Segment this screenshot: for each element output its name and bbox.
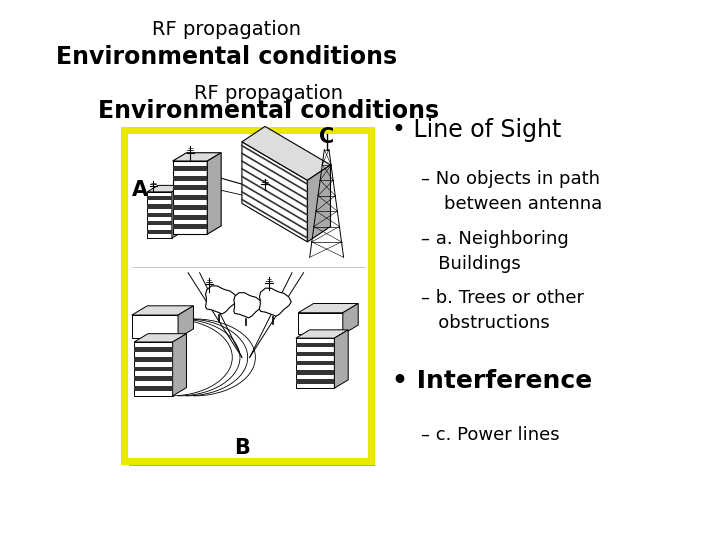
Polygon shape: [207, 153, 221, 234]
Polygon shape: [148, 230, 172, 234]
Polygon shape: [296, 352, 334, 356]
Polygon shape: [134, 334, 186, 342]
Polygon shape: [259, 288, 291, 316]
Polygon shape: [307, 165, 330, 242]
Polygon shape: [134, 347, 173, 352]
Polygon shape: [173, 176, 207, 180]
Text: • Line of Sight: • Line of Sight: [392, 118, 562, 141]
Text: RF propagation: RF propagation: [194, 84, 343, 103]
Polygon shape: [242, 142, 307, 242]
Polygon shape: [234, 293, 262, 318]
Polygon shape: [132, 315, 178, 338]
Text: B: B: [234, 437, 250, 458]
Polygon shape: [242, 126, 330, 180]
Text: – b. Trees or other
   obstructions: – b. Trees or other obstructions: [421, 289, 584, 332]
Polygon shape: [178, 306, 194, 338]
Polygon shape: [296, 338, 334, 388]
FancyBboxPatch shape: [129, 135, 375, 466]
Text: A: A: [132, 180, 148, 200]
Text: C: C: [319, 127, 334, 147]
Polygon shape: [298, 313, 343, 334]
Polygon shape: [134, 357, 173, 362]
Text: Environmental conditions: Environmental conditions: [99, 99, 439, 123]
Polygon shape: [148, 192, 172, 238]
Polygon shape: [148, 196, 172, 200]
Polygon shape: [148, 221, 172, 226]
Polygon shape: [298, 303, 359, 313]
Text: – a. Neighboring
   Buildings: – a. Neighboring Buildings: [421, 230, 569, 273]
Polygon shape: [173, 195, 207, 200]
Polygon shape: [296, 361, 334, 366]
Polygon shape: [134, 342, 173, 396]
Polygon shape: [173, 161, 207, 234]
Text: – No objects in path
    between antenna: – No objects in path between antenna: [421, 170, 603, 213]
Polygon shape: [173, 215, 207, 220]
Text: – c. Power lines: – c. Power lines: [421, 426, 560, 444]
Polygon shape: [134, 367, 173, 372]
Polygon shape: [173, 225, 207, 230]
Polygon shape: [343, 303, 359, 334]
Text: • Interference: • Interference: [392, 369, 593, 393]
Polygon shape: [173, 205, 207, 210]
Polygon shape: [134, 376, 173, 381]
Polygon shape: [205, 286, 238, 314]
Polygon shape: [173, 153, 221, 161]
Polygon shape: [334, 330, 348, 388]
Polygon shape: [173, 185, 207, 190]
Polygon shape: [172, 185, 183, 238]
FancyBboxPatch shape: [124, 130, 371, 461]
Polygon shape: [134, 386, 173, 391]
Polygon shape: [296, 330, 348, 338]
Polygon shape: [173, 166, 207, 171]
Polygon shape: [132, 306, 194, 315]
Polygon shape: [173, 334, 186, 396]
Polygon shape: [296, 370, 334, 375]
Polygon shape: [148, 185, 183, 192]
Text: RF propagation: RF propagation: [153, 20, 301, 39]
Polygon shape: [296, 379, 334, 383]
Text: Environmental conditions: Environmental conditions: [56, 45, 397, 69]
Polygon shape: [296, 343, 334, 347]
Polygon shape: [148, 205, 172, 208]
Polygon shape: [148, 213, 172, 217]
